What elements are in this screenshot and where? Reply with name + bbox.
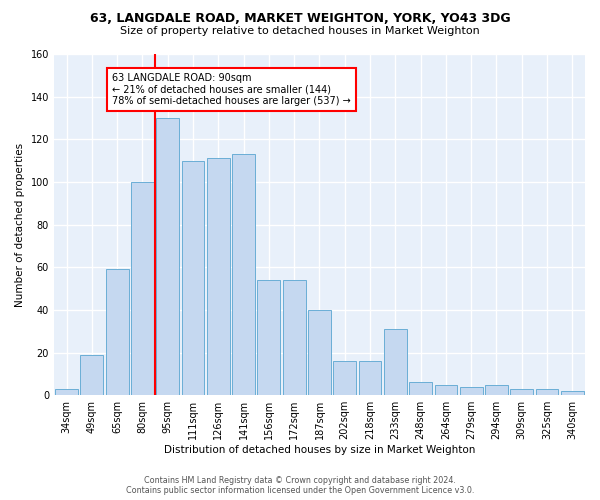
Bar	[55, 389, 78, 395]
Bar	[157, 118, 179, 395]
Bar	[232, 154, 255, 395]
Bar	[485, 384, 508, 395]
X-axis label: Distribution of detached houses by size in Market Weighton: Distribution of detached houses by size …	[164, 445, 475, 455]
Text: Size of property relative to detached houses in Market Weighton: Size of property relative to detached ho…	[120, 26, 480, 36]
Bar	[334, 361, 356, 395]
Text: Contains HM Land Registry data © Crown copyright and database right 2024.
Contai: Contains HM Land Registry data © Crown c…	[126, 476, 474, 495]
Bar	[182, 160, 205, 395]
Bar	[131, 182, 154, 395]
Bar	[106, 270, 128, 395]
Bar	[359, 361, 382, 395]
Bar	[511, 389, 533, 395]
Bar	[207, 158, 230, 395]
Bar	[384, 329, 407, 395]
Bar	[283, 280, 305, 395]
Bar	[409, 382, 432, 395]
Text: 63, LANGDALE ROAD, MARKET WEIGHTON, YORK, YO43 3DG: 63, LANGDALE ROAD, MARKET WEIGHTON, YORK…	[89, 12, 511, 26]
Bar	[308, 310, 331, 395]
Bar	[536, 389, 559, 395]
Bar	[257, 280, 280, 395]
Bar	[434, 384, 457, 395]
Bar	[561, 391, 584, 395]
Text: 63 LANGDALE ROAD: 90sqm
← 21% of detached houses are smaller (144)
78% of semi-d: 63 LANGDALE ROAD: 90sqm ← 21% of detache…	[112, 73, 351, 106]
Y-axis label: Number of detached properties: Number of detached properties	[15, 142, 25, 306]
Bar	[80, 354, 103, 395]
Bar	[460, 386, 482, 395]
